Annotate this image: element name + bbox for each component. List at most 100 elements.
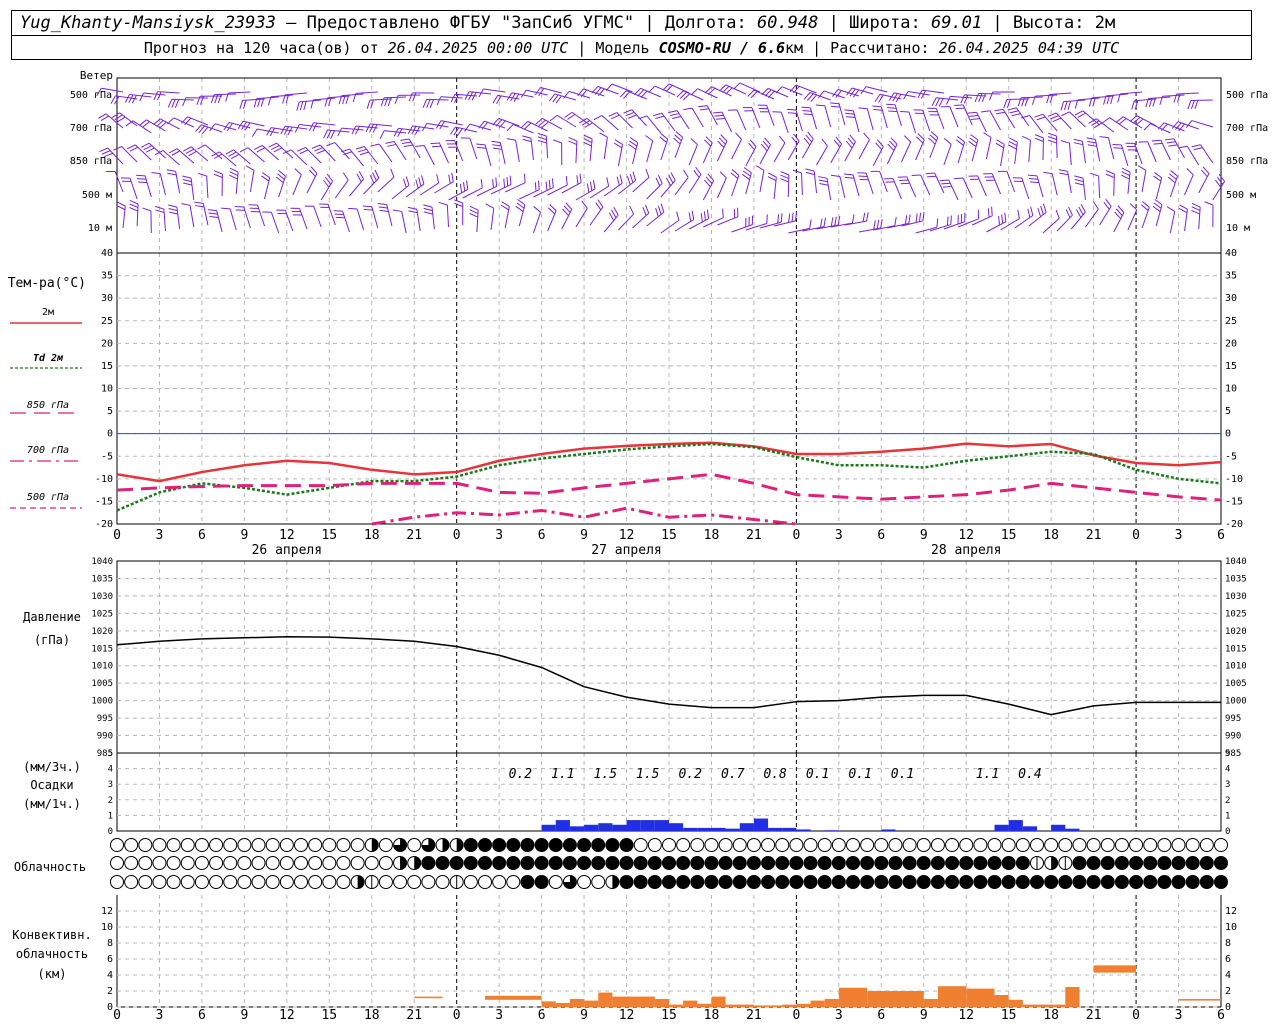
wind-barb-shaft [1200, 144, 1214, 164]
wind-barb-feather [655, 177, 661, 187]
wind-barb-feather [1060, 101, 1065, 111]
forecast-date: 26.04.2025 00:00 UTC [387, 39, 569, 57]
cloud-symbol-overcast [1044, 875, 1058, 889]
wind-barb-feather [337, 127, 343, 137]
wind-barb-feather [614, 139, 623, 145]
wind-barb-shaft [148, 142, 166, 159]
cloud-symbol [223, 856, 238, 870]
wind-barb-feather [1190, 100, 1195, 110]
precip-bar [881, 829, 896, 831]
wind-barb-shaft [278, 175, 287, 198]
wind-barb-feather [405, 176, 410, 186]
convective-bar [994, 995, 1009, 1007]
wind-barb-feather [498, 120, 506, 128]
wind-barb-feather [1170, 170, 1178, 177]
cloud-symbol-half [1051, 856, 1058, 870]
precip-bar [782, 827, 797, 831]
wind-barb-feather [1117, 205, 1125, 213]
wind-barb-shaft [545, 136, 549, 159]
precip-3h-label: 0.1 [848, 767, 871, 782]
cloud-symbol-overcast [959, 875, 973, 889]
temperature-series-line [116, 442, 1222, 512]
wind-barb-feather [323, 129, 329, 139]
wind-barb-shaft [646, 183, 663, 200]
wind-barb-shaft [739, 82, 761, 93]
wind-barb-shaft [1049, 92, 1072, 95]
precip-bar [669, 823, 684, 831]
cloud-symbol-overcast [648, 875, 662, 889]
wind-barb-shaft [618, 213, 634, 231]
wind-barb-feather [599, 132, 608, 138]
wind-barb-shaft [1198, 207, 1201, 230]
wind-barb-shaft [977, 175, 987, 197]
wind-barb-shaft [143, 92, 166, 96]
wind-barb-feather [157, 91, 162, 101]
precip-bar [640, 820, 655, 831]
wind-barb-feather [1048, 139, 1057, 144]
calc-date: 26.04.2025 04:39 UTC [938, 39, 1120, 57]
wind-barb-shaft [448, 188, 469, 201]
wind-barb-feather [225, 92, 229, 102]
cloud-symbol [393, 875, 408, 889]
wind-barb-feather [764, 137, 771, 146]
wind-barb-shaft [261, 145, 280, 161]
precipitation-tick-left: 1 [108, 811, 113, 821]
cloud-symbol-overcast [761, 875, 775, 889]
wind-barb-shaft [858, 139, 870, 160]
wind-barb-shaft [484, 120, 506, 129]
pressure-tick-left: 1020 [91, 627, 113, 637]
precip-bar [753, 818, 769, 831]
wind-barb-shaft [1099, 206, 1112, 226]
wind-barb-feather [352, 93, 357, 103]
wind-barb-feather [1003, 99, 1008, 109]
wind-barb-feather [468, 91, 474, 101]
wind-barb-feather [847, 137, 855, 146]
wind-barb-shaft [759, 144, 771, 165]
wind-barb-feather [750, 91, 758, 99]
convective-bar [414, 996, 443, 999]
temperature-tick-left: -10 [95, 474, 113, 485]
convective-tick-left: 12 [101, 906, 113, 917]
wind-barb-feather [524, 122, 532, 130]
cloud-symbol [874, 838, 889, 852]
cloud-symbol [180, 838, 195, 852]
wind-barb-shaft [1141, 170, 1147, 193]
cloud-symbol-overcast [620, 856, 634, 870]
wind-barb-feather [244, 122, 251, 131]
wind-barb-feather [1001, 214, 1004, 224]
precip-unit-1h: (мм/1ч.) [23, 797, 81, 811]
wind-barb-shaft [391, 184, 410, 200]
wind-barb-feather [927, 175, 937, 178]
pressure-tick-left: 1025 [91, 609, 113, 619]
convective-bar [683, 1000, 698, 1007]
wind-barb-feather [1137, 165, 1147, 171]
wind-barb-shaft [1113, 173, 1115, 197]
wind-barb-shaft [270, 212, 280, 234]
hour-label-bottom: 9 [240, 1008, 248, 1023]
precip-3h-label: 0.2 [678, 767, 702, 782]
wind-barb-feather [1154, 172, 1162, 179]
precip-bar [1022, 826, 1037, 831]
wind-barb-feather [803, 113, 813, 116]
wind-barb-shaft [369, 98, 392, 101]
wind-barb-feather [845, 140, 853, 149]
wind-barb-shaft [284, 210, 294, 232]
wind-barb-feather [704, 139, 712, 147]
hour-label-bottom: 15 [661, 1008, 677, 1023]
wind-barb-shaft [504, 182, 526, 193]
hour-label-temp: 6 [877, 528, 885, 543]
wind-barb-shaft [892, 178, 902, 200]
cloud-symbol [1171, 838, 1186, 852]
wind-barb-feather [552, 94, 559, 103]
pressure-tick-left: 1035 [91, 574, 113, 584]
wind-barb-shaft [175, 171, 181, 194]
wind-barb-feather [1061, 111, 1070, 117]
wind-barb-shaft [697, 88, 718, 99]
wind-barb-shaft [1077, 97, 1100, 101]
wind-barb-feather [791, 212, 794, 222]
wind-barb-shaft [129, 178, 138, 200]
wind-barb-feather [1191, 202, 1201, 208]
wind-barb-feather [1042, 203, 1047, 213]
wind-barb-feather [451, 172, 454, 182]
